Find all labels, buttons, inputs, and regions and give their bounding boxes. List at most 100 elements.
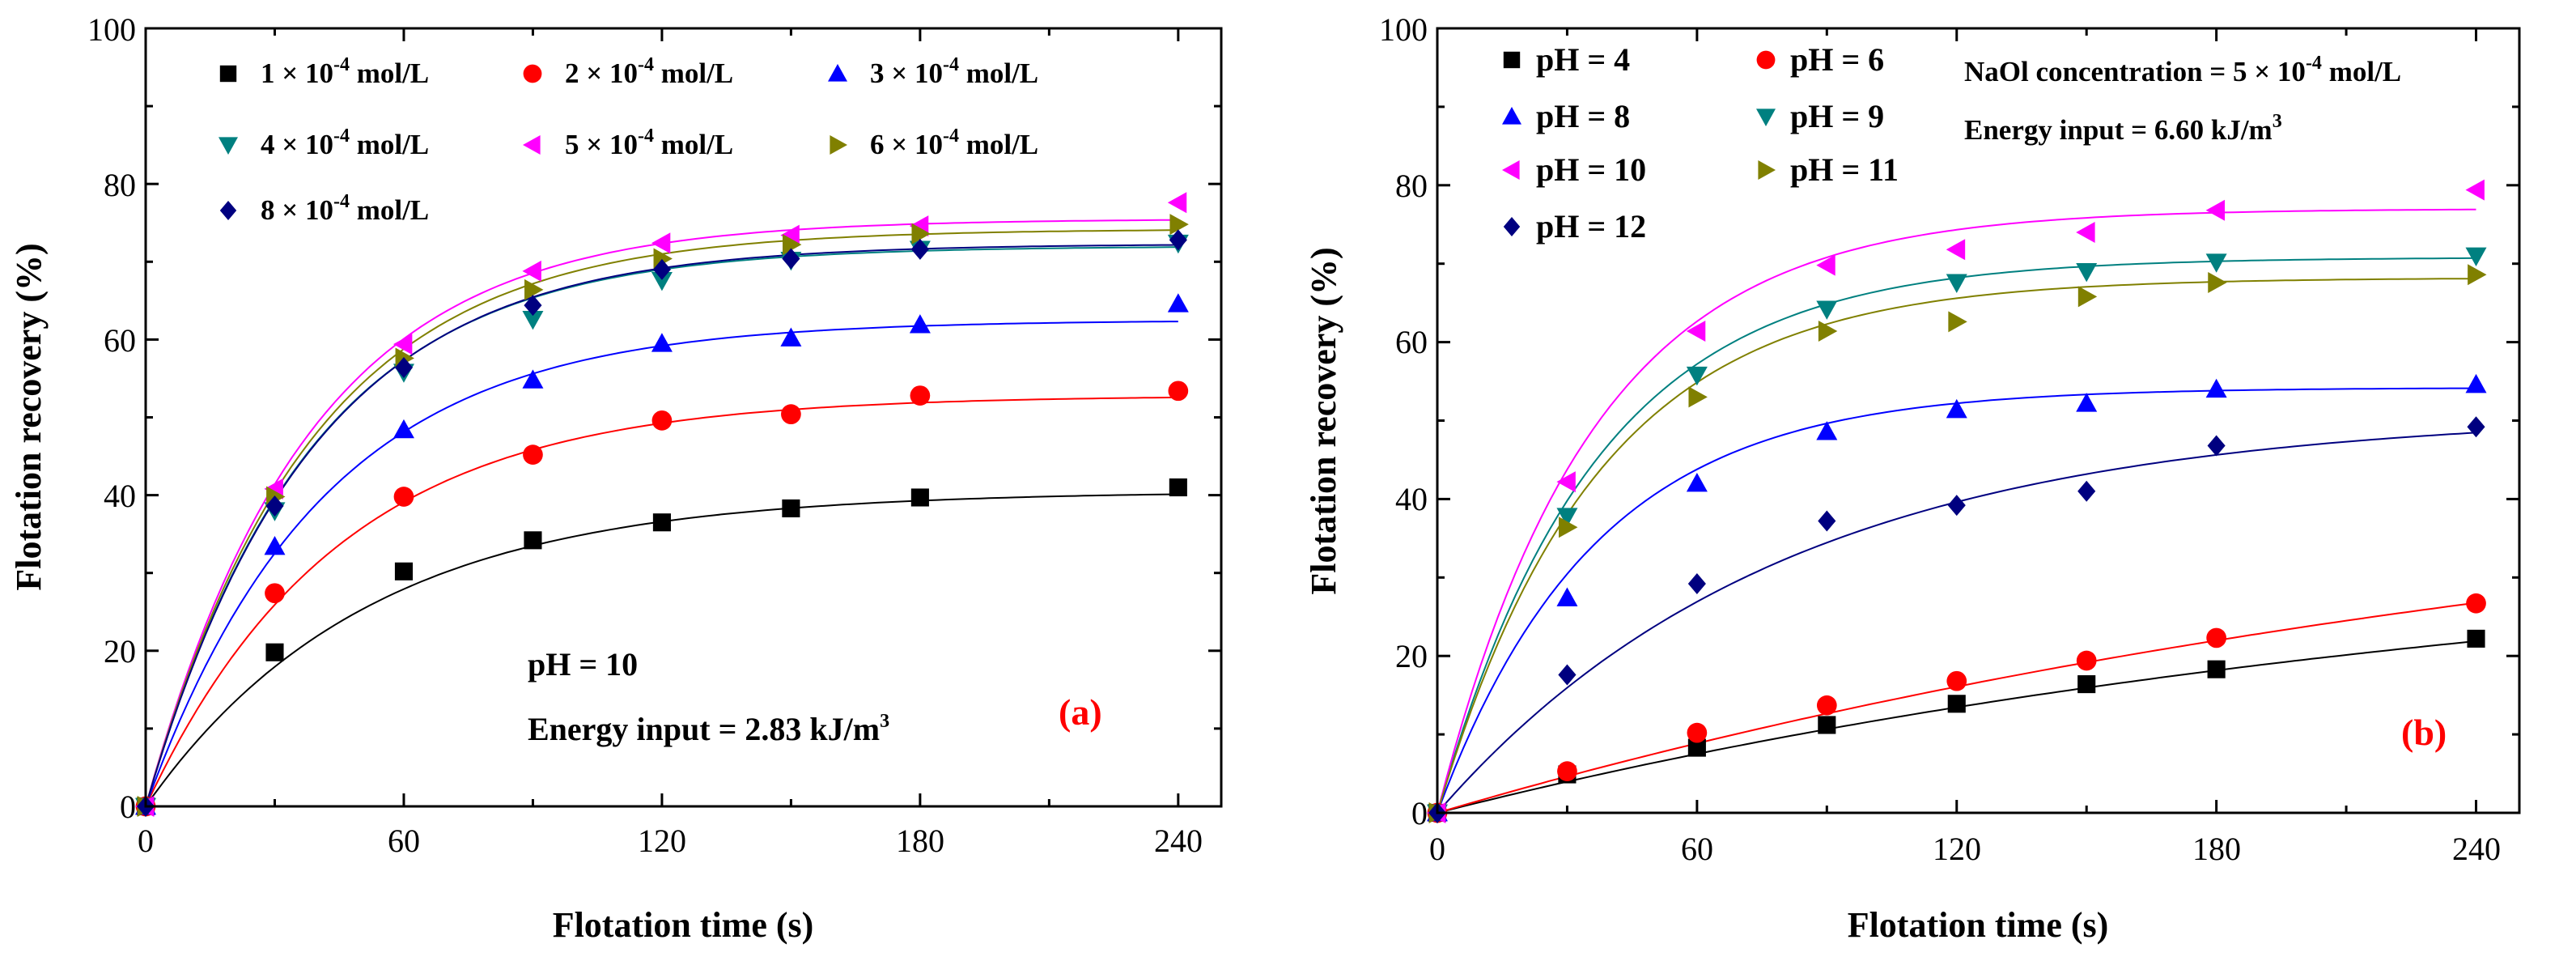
chart-b-fit-line-2 bbox=[1437, 387, 2476, 814]
chart-b-series-4-point bbox=[1816, 254, 1835, 276]
chart-b-series-0-point bbox=[2467, 629, 2485, 648]
chart-b-series-0-point bbox=[1687, 738, 1706, 757]
chart-b-series-3-point bbox=[2205, 253, 2227, 273]
chart-a-series-0-point bbox=[524, 531, 542, 550]
chart-b-series-6-point bbox=[1818, 510, 1836, 532]
chart-a-series-2-point bbox=[264, 536, 286, 555]
chart-a-legend-label: 5 × 10-4 mol/L bbox=[565, 125, 733, 160]
chart-b-series-5-point bbox=[1818, 321, 1838, 342]
chart-b-xtick-label: 60 bbox=[1681, 831, 1713, 867]
chart-b-xtick-label: 120 bbox=[1933, 831, 1981, 867]
chart-b-ticks bbox=[1436, 27, 2519, 814]
chart-a-series-0-point bbox=[910, 488, 929, 507]
chart-a-legend-label: 2 × 10-4 mol/L bbox=[565, 54, 733, 89]
chart-a-series-5-point bbox=[524, 279, 544, 300]
chart-a-ytick-label: 20 bbox=[104, 633, 136, 670]
chart-b-series-4-point bbox=[1946, 239, 1966, 261]
chart-b-series-3-point bbox=[2076, 262, 2098, 283]
chart-b: 0 20 40 60 80 100 0 60 120 180 240 Flota… bbox=[1304, 11, 2521, 945]
chart-a-fit-line-0 bbox=[145, 493, 1178, 807]
chart-b-legend-markers bbox=[1502, 50, 1776, 236]
chart-b-series-5-point bbox=[1688, 386, 1708, 408]
chart-a-xtick-label: 120 bbox=[638, 823, 686, 859]
chart-a-y-axis-title: Flotation recovery (%) bbox=[9, 243, 49, 590]
chart-a-series-1-point bbox=[651, 410, 673, 431]
chart-b-legend-label: pH = 6 bbox=[1790, 41, 1884, 78]
chart-a-marks bbox=[135, 192, 1189, 817]
chart-b-series-6-point bbox=[2467, 416, 2485, 438]
chart-a-series-0-point bbox=[1169, 478, 1187, 497]
chart-a-legend-marker-0 bbox=[219, 65, 237, 83]
chart-a-series-1-point bbox=[781, 404, 801, 425]
chart-b-series-2-point bbox=[1816, 421, 1838, 440]
chart-b-legend-label: pH = 11 bbox=[1790, 151, 1899, 188]
chart-b-series-1-point bbox=[1816, 695, 1837, 716]
chart-b-series-4-point bbox=[2205, 199, 2226, 221]
chart-a-xtick-label: 0 bbox=[138, 823, 154, 859]
chart-a-ytick-label: 0 bbox=[120, 789, 136, 825]
chart-b-series-3-point bbox=[1686, 366, 1708, 386]
chart-b-series-0-point bbox=[2077, 675, 2096, 694]
chart-b-panel-label: (b) bbox=[2401, 712, 2447, 753]
chart-a-ytick-label: 60 bbox=[104, 322, 136, 359]
chart-a-legend-marker-3 bbox=[219, 137, 238, 155]
chart-a-legend-label: 4 × 10-4 mol/L bbox=[261, 125, 429, 160]
chart-a-series-6-point bbox=[782, 248, 800, 270]
chart-a-legend-marker-5 bbox=[830, 135, 847, 155]
chart-a-series-4-point bbox=[393, 334, 413, 355]
chart-a-series-6-point bbox=[652, 258, 671, 280]
chart-b-series-4-point bbox=[2465, 179, 2485, 201]
chart-a-ytick-label: 80 bbox=[104, 167, 136, 203]
chart-b-y-axis-title: Flotation recovery (%) bbox=[1304, 247, 1343, 594]
chart-a-series-4-point bbox=[1167, 192, 1187, 214]
chart-b-ytick-label: 20 bbox=[1395, 638, 1428, 674]
chart-a-series-3-point bbox=[522, 311, 544, 330]
chart-a-series-4-point bbox=[651, 232, 671, 254]
chart-b-xtick-label: 240 bbox=[2452, 831, 2501, 867]
chart-b-legend: pH = 4 pH = 6 pH = 8 pH = 9 pH = 10 pH =… bbox=[1502, 41, 1899, 245]
chart-b-series-6-point bbox=[2077, 480, 2096, 502]
chart-b-ytick-label: 100 bbox=[1379, 11, 1428, 48]
chart-a-xtick-label: 240 bbox=[1154, 823, 1203, 859]
chart-a-xtick-label: 180 bbox=[896, 823, 944, 859]
chart-a-series-2-point bbox=[1167, 293, 1189, 313]
chart-b-marks bbox=[1427, 179, 2487, 823]
chart-b-legend-label: pH = 4 bbox=[1536, 41, 1630, 78]
chart-b-naol-annotation: NaOl concentration = 5 × 10-4 mol/L bbox=[1964, 53, 2401, 87]
chart-a-series-6-point bbox=[1169, 229, 1187, 251]
chart-a-ytick-label: 40 bbox=[104, 478, 136, 514]
chart-b-series-2-point bbox=[1686, 473, 1708, 492]
chart-a-legend-label: 6 × 10-4 mol/L bbox=[870, 125, 1038, 160]
chart-a-series-0-point bbox=[394, 562, 414, 580]
chart-a-ph-annotation: pH = 10 bbox=[528, 646, 638, 682]
chart-b-series-6-point bbox=[1947, 495, 1966, 517]
chart-b-legend-label: pH = 8 bbox=[1536, 98, 1630, 134]
chart-b-series-2-point bbox=[1556, 587, 1578, 606]
chart-a-series-3-point bbox=[651, 271, 673, 291]
chart-b-ytick-label: 40 bbox=[1395, 481, 1428, 517]
chart-a-legend-label: 3 × 10-4 mol/L bbox=[870, 54, 1038, 89]
chart-a-series-2-point bbox=[780, 327, 802, 347]
chart-a-series-2-point bbox=[393, 419, 414, 439]
chart-a-series-1-point bbox=[265, 583, 285, 604]
chart-a-series-5-point bbox=[783, 234, 802, 256]
chart-b-energy-annotation: Energy input = 6.60 kJ/m3 bbox=[1964, 111, 2282, 146]
chart-b-series-1-point bbox=[1557, 761, 1577, 781]
chart-a-series-2-point bbox=[651, 333, 673, 352]
chart-a-legend-marker-1 bbox=[523, 64, 542, 83]
chart-b-ytick-label: 0 bbox=[1411, 795, 1428, 831]
chart-b-series-2-point bbox=[2076, 393, 2098, 412]
chart-b-series-5-point bbox=[2468, 264, 2487, 286]
chart-b-series-2-point bbox=[2205, 378, 2227, 398]
chart-b-series-3-point bbox=[1946, 274, 1967, 293]
chart-b-series-1-point bbox=[2466, 593, 2486, 614]
chart-b-series-6-point bbox=[1687, 573, 1706, 595]
chart-a-series-0-point bbox=[652, 513, 671, 532]
chart-b-series-1-point bbox=[1687, 722, 1708, 743]
chart-a: 0 20 40 60 80 100 0 60 120 180 240 Flota… bbox=[9, 11, 1223, 945]
chart-b-legend-marker-2 bbox=[1502, 107, 1521, 125]
chart-a-xtick-label: 60 bbox=[388, 823, 420, 859]
chart-b-series-4-point bbox=[2076, 221, 2095, 243]
chart-b-series-1-point bbox=[2206, 627, 2226, 648]
chart-b-ytick-label: 60 bbox=[1395, 324, 1428, 360]
